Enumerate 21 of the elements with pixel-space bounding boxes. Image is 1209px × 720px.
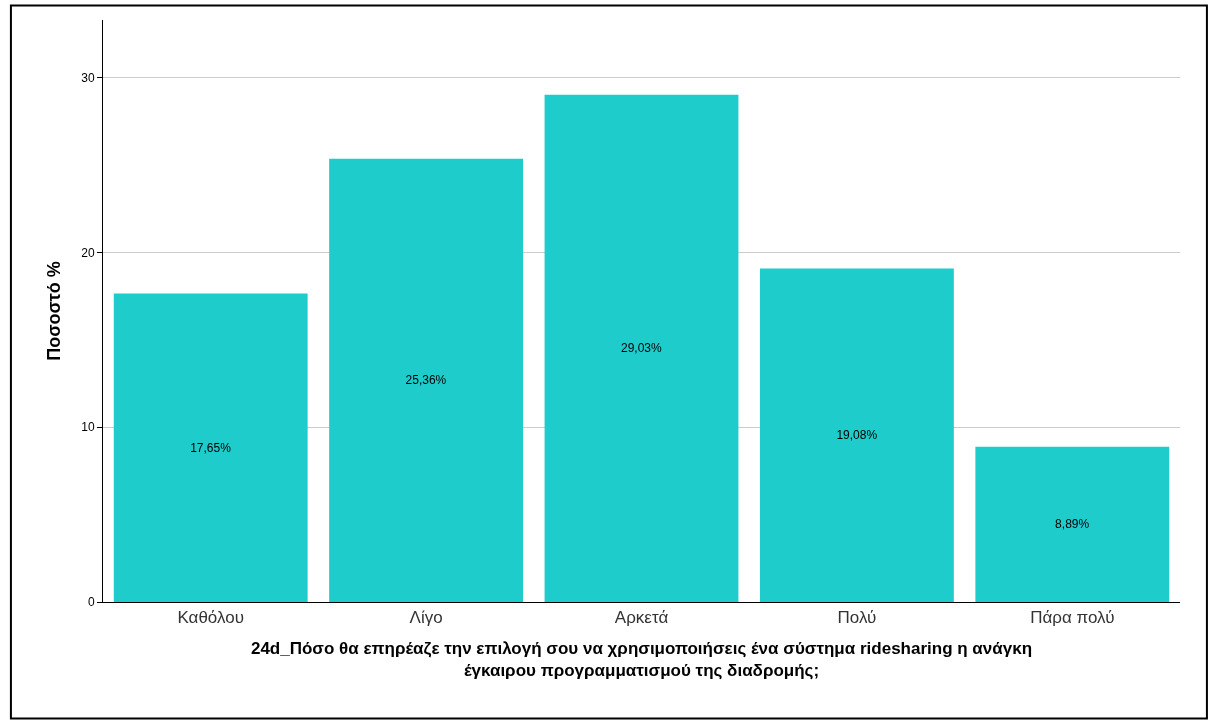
y-tick-label: 20 <box>81 245 95 260</box>
x-tick-label: Καθόλου <box>177 608 244 628</box>
bar <box>544 94 739 602</box>
data-label: 25,36% <box>405 373 447 388</box>
y-tick-label: 0 <box>87 595 95 610</box>
data-label: 8,89% <box>1055 517 1090 532</box>
y-tick-label: 10 <box>81 420 95 435</box>
data-label: 19,08% <box>836 428 878 443</box>
x-tick-label: Αρκετά <box>614 608 669 628</box>
data-label: 29,03% <box>620 341 663 356</box>
x-tick-label: Πολύ <box>837 608 877 628</box>
x-tick-label: Λίγο <box>409 608 443 628</box>
bar <box>975 446 1170 602</box>
bar <box>759 268 954 602</box>
y-axis-title: Ποσοστό % <box>44 261 65 361</box>
bar <box>113 293 308 602</box>
x-axis-title: 24d_Πόσο θα επηρέαζε την επιλογή σου να χρησιμοποιήσεις ένα σύστημα ridesharing η ανάγκη έγκαιρου προγραμματισμού της διαδρομής; <box>250 638 1033 680</box>
x-tick-label: Πάρα πολύ <box>1030 608 1115 628</box>
bar <box>329 158 524 602</box>
data-label: 17,65% <box>190 440 232 455</box>
y-tick-label: 30 <box>81 70 95 85</box>
